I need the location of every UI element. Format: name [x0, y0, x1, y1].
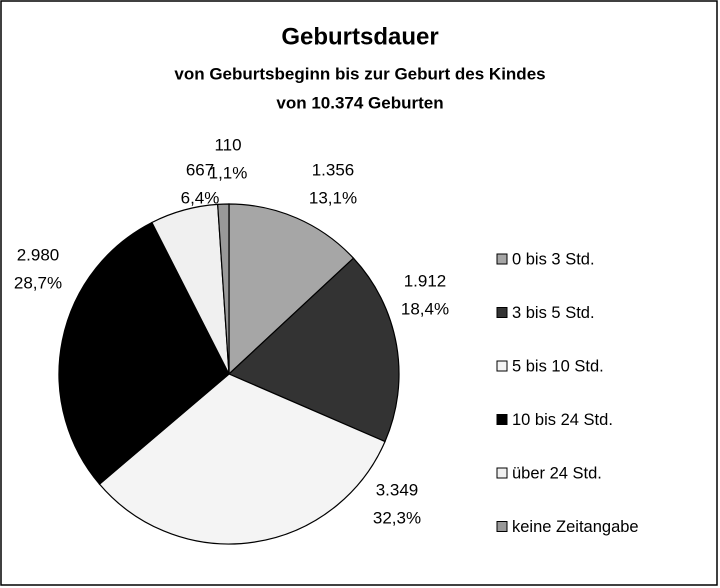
legend-label: 10 bis 24 Std.: [512, 411, 613, 429]
legend-swatch: [496, 467, 508, 479]
data-label: 110: [214, 135, 241, 154]
legend-label: über 24 Std.: [512, 464, 602, 482]
data-label: 1,1%: [209, 163, 248, 182]
legend-label: keine Zeitangabe: [512, 518, 639, 536]
legend-label: 0 bis 3 Std.: [512, 250, 595, 268]
data-label: 32,3%: [373, 508, 421, 527]
legend-label: 3 bis 5 Std.: [512, 304, 595, 322]
legend-swatch: [496, 360, 508, 372]
legend-swatch: [496, 521, 508, 532]
data-label: 2.980: [17, 245, 60, 264]
legend-swatch: [496, 253, 508, 265]
legend-swatch: [496, 307, 508, 318]
legend-label: 5 bis 10 Std.: [512, 357, 604, 375]
data-label: 28,7%: [14, 273, 62, 292]
pie-slice: [217, 203, 230, 375]
chart-subtitle: von Geburtsbeginn bis zur Geburt des Kin…: [174, 64, 545, 83]
data-label: 3.349: [376, 480, 419, 499]
pie-slice: [98, 373, 386, 545]
pie-slice: [228, 203, 355, 376]
data-label: 1.356: [312, 160, 355, 179]
chart-subtitle: von 10.374 Geburten: [276, 93, 443, 112]
pie-slice: [227, 257, 400, 443]
data-label: 13,1%: [309, 188, 357, 207]
data-label: 18,4%: [401, 299, 449, 318]
data-label: 6,4%: [181, 188, 220, 207]
data-label: 667: [186, 160, 214, 179]
data-label: 1.912: [404, 271, 447, 290]
chart-title: Geburtsdauer: [281, 23, 438, 50]
legend-swatch: [496, 414, 508, 425]
pie-slice: [58, 221, 230, 485]
